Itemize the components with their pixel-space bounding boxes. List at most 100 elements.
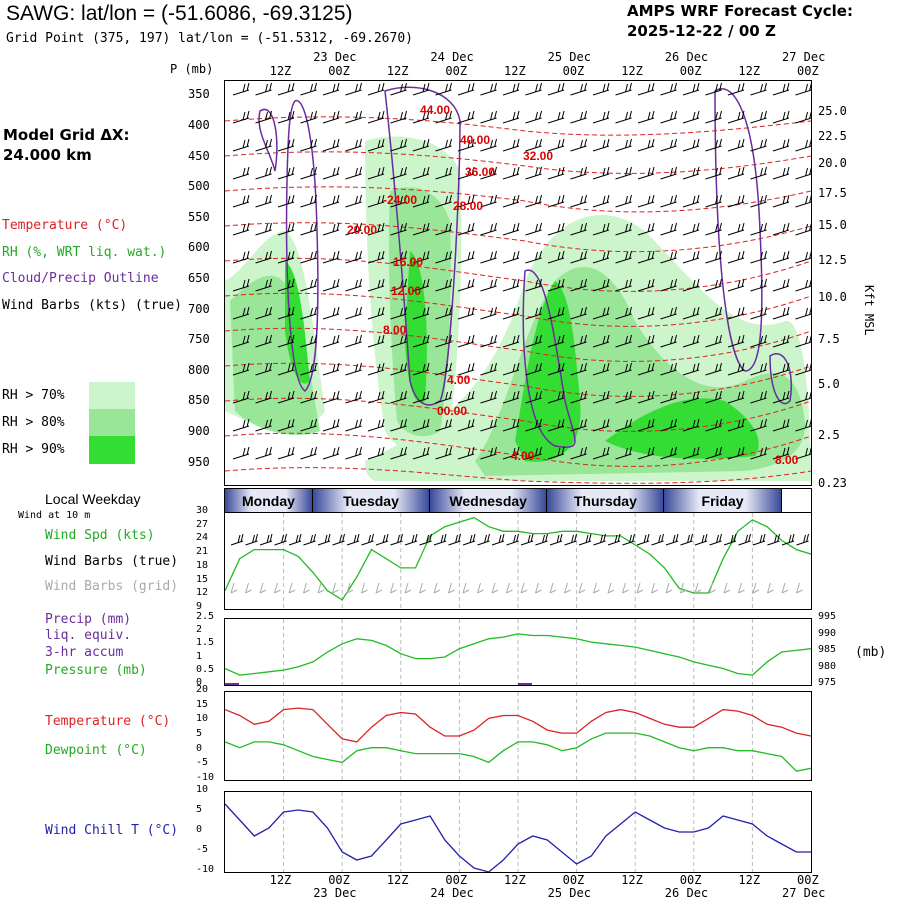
wind-barb — [322, 222, 340, 236]
bottom-hour-label: 12Z — [621, 873, 643, 887]
weekday-cell: Thursday — [547, 489, 665, 512]
wind-barb — [705, 278, 722, 292]
tick-label: 5 — [196, 804, 203, 815]
wind-barb — [637, 306, 655, 320]
legend-cloud-outline: Cloud/Precip Outline — [2, 271, 159, 286]
tick-label: 0 — [196, 824, 203, 835]
wind-barb — [480, 418, 497, 432]
wind-barb — [277, 278, 295, 292]
wind-barb — [615, 250, 632, 264]
temperature-plot — [224, 692, 812, 780]
wind-barb — [367, 418, 385, 432]
pressure-tick: 700 — [188, 301, 210, 316]
wind-barb — [300, 306, 317, 320]
wind-barb — [390, 362, 407, 376]
weekday-cell: Wednesday — [430, 489, 548, 512]
wind-barb-true — [520, 533, 534, 546]
wind-barb — [255, 306, 272, 320]
pressure-tick: 500 — [188, 179, 210, 194]
wind-barb — [502, 446, 520, 460]
tick-label: 15 — [196, 698, 209, 710]
wind-barb-grid — [767, 582, 774, 594]
wind-barb — [660, 306, 677, 320]
pressure-tick: 650 — [188, 270, 210, 285]
tick-label: 15 — [196, 573, 209, 585]
wind-barb — [480, 362, 497, 376]
wind-barb — [412, 166, 430, 180]
bottom-date-label: 26 Dec — [664, 886, 709, 900]
wind-barb — [232, 194, 250, 208]
wind-barb-true — [680, 533, 693, 546]
legend-rh90-label: RH > 90% — [2, 442, 65, 457]
wind-barb-true — [230, 533, 244, 546]
wind-barb — [682, 166, 700, 180]
wind-barb-grid — [274, 582, 281, 594]
wind-barb — [570, 138, 587, 152]
wind-barb — [592, 390, 610, 404]
wind-barb — [570, 194, 587, 208]
wind-barb — [300, 222, 317, 236]
wind-barb — [637, 390, 655, 404]
wind-chill-panel — [224, 791, 812, 873]
forecast-cycle-label: AMPS WRF Forecast Cycle: — [627, 2, 853, 20]
wind-barb — [435, 138, 452, 152]
wind-barb — [480, 446, 497, 460]
wind-barb — [232, 110, 250, 124]
wind-barb — [345, 138, 362, 152]
wind-chill-plot — [224, 792, 811, 873]
wind-barb — [255, 418, 272, 432]
wind-barb — [435, 166, 452, 180]
wind-barb — [570, 334, 587, 348]
bottom-hour-label: 12Z — [738, 873, 761, 887]
wind-barb — [232, 278, 250, 292]
wind-barb-true — [651, 533, 664, 546]
series-line-0 — [224, 707, 812, 743]
wind-barb — [795, 82, 812, 96]
wind-barb-grid — [694, 582, 702, 594]
wind-barb-true — [607, 533, 621, 546]
weekday-cell: Monday — [225, 489, 313, 512]
wind-barb — [795, 222, 812, 236]
precip-liq-label: liq. equiv. — [45, 628, 132, 643]
wind-barb — [480, 390, 497, 404]
wind-barb-grid — [665, 582, 673, 594]
wind-barb — [547, 222, 565, 236]
wind-barb — [772, 222, 790, 236]
precip-bar — [225, 683, 239, 685]
wind-barb — [637, 418, 655, 432]
wind-barb — [570, 418, 587, 432]
tick-label: -10 — [196, 864, 215, 875]
wind-barb — [435, 306, 452, 320]
wind-barb — [457, 250, 475, 264]
wind-barb-true — [404, 533, 418, 546]
wind-panel — [224, 512, 812, 610]
wind-barb — [345, 194, 362, 208]
wind-barb — [435, 82, 452, 96]
wind-barb — [727, 82, 745, 96]
wind-barb — [457, 110, 475, 124]
wind-barb — [525, 362, 542, 376]
wind-barb — [277, 390, 295, 404]
pressure-tick: 600 — [188, 240, 210, 255]
kft-tick: 25.0 — [818, 104, 847, 118]
wind-barb — [412, 250, 430, 264]
wind-barb — [705, 110, 722, 124]
station-title: SAWG: lat/lon = (-51.6086, -69.3125) — [6, 2, 353, 25]
wind-barb — [345, 334, 362, 348]
wind-barb — [660, 110, 677, 124]
wind-barb — [637, 362, 655, 376]
wind-barb-grid — [245, 582, 252, 594]
wind-barb — [502, 250, 520, 264]
wind-barb — [525, 222, 542, 236]
wind-barb — [525, 446, 542, 460]
wind-barb-grid — [549, 582, 557, 594]
wind-barb — [255, 110, 272, 124]
wind-barb — [412, 82, 430, 96]
wind-barb — [502, 138, 520, 152]
legend-temperature: Temperature (°C) — [2, 218, 128, 233]
wind-barb — [457, 82, 475, 96]
wind-barb — [232, 390, 250, 404]
wind-barb — [750, 446, 767, 460]
wind-barb — [255, 138, 272, 152]
wind-barb — [547, 138, 565, 152]
